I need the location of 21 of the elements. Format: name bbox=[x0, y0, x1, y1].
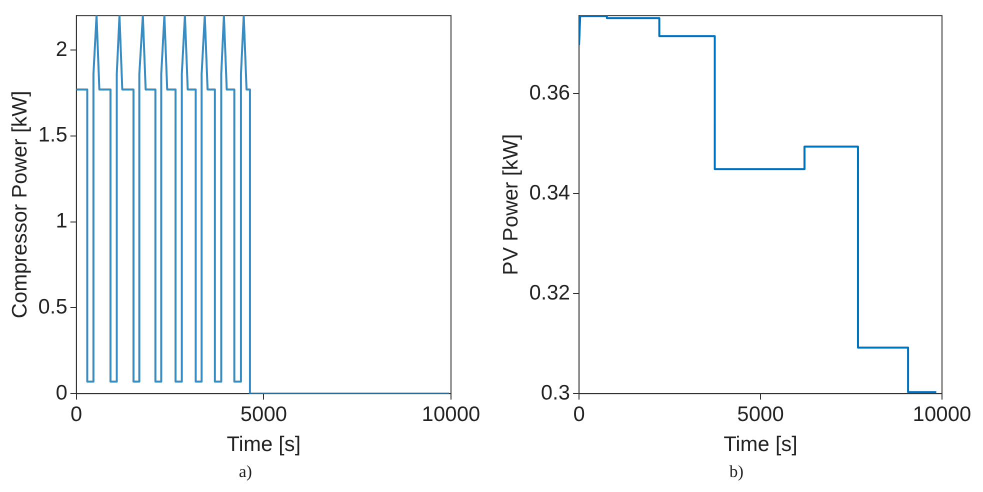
y-tick-label: 0.36 bbox=[529, 81, 570, 104]
x-tick-label: 10000 bbox=[422, 402, 480, 426]
y-tick-label: 0.32 bbox=[529, 281, 570, 304]
y-tick-label: 0.5 bbox=[38, 295, 68, 318]
x-tick-label: 5000 bbox=[737, 402, 784, 426]
y-tick-label: 0.3 bbox=[540, 381, 570, 404]
y-axis-title: Compressor Power [kW] bbox=[8, 90, 32, 318]
y-tick-label: 0 bbox=[56, 381, 68, 404]
y-tick-label: 1 bbox=[56, 210, 68, 233]
y-axis-title: PV Power [kW] bbox=[499, 134, 522, 276]
text: a) bbox=[238, 462, 254, 482]
x-tick-label: 0 bbox=[70, 402, 82, 426]
y-tick-label: 0.34 bbox=[529, 181, 570, 204]
text: b) bbox=[728, 462, 745, 482]
y-tick-label: 2 bbox=[56, 38, 68, 61]
y-tick-label: 1.5 bbox=[38, 124, 68, 147]
x-axis-title: Time [s] bbox=[724, 433, 798, 456]
x-axis-title: Time [s] bbox=[226, 433, 301, 456]
x-tick-label: 5000 bbox=[240, 402, 288, 426]
x-tick-label: 10000 bbox=[912, 402, 972, 426]
x-tick-label: 0 bbox=[573, 402, 585, 426]
